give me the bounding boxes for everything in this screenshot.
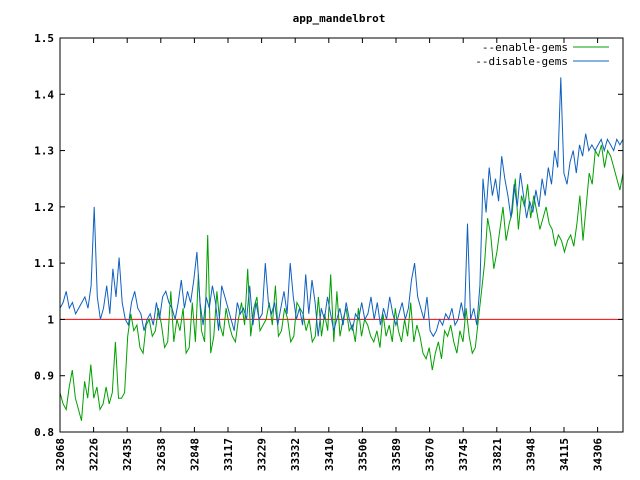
series-line-disable-gems xyxy=(59,77,624,338)
x-tick-label: 32435 xyxy=(121,438,134,471)
legend: --enable-gems --disable-gems xyxy=(475,41,609,68)
x-tick-label: 33229 xyxy=(256,438,269,471)
chart-title: app_mandelbrot xyxy=(293,12,386,25)
legend-label-enable-gems: --enable-gems xyxy=(482,41,568,54)
x-tick-label: 33948 xyxy=(524,438,537,471)
x-tick-label: 33670 xyxy=(424,438,437,471)
x-tick-label: 33745 xyxy=(457,438,470,471)
series-line-enable-gems xyxy=(59,144,624,421)
x-tick-label: 32848 xyxy=(188,438,201,471)
legend-label-disable-gems: --disable-gems xyxy=(475,55,568,68)
x-tick-label: 33410 xyxy=(323,438,336,471)
y-tick-label: 1.5 xyxy=(34,32,54,45)
y-tick-label: 1.3 xyxy=(34,145,54,158)
y-tick-label: 1.1 xyxy=(34,257,54,270)
x-tick-label: 34115 xyxy=(558,438,571,471)
plot-area xyxy=(59,77,624,421)
y-tick-label: 0.8 xyxy=(34,426,54,439)
x-tick-label: 33117 xyxy=(222,438,235,471)
plot-frame xyxy=(59,37,624,433)
x-tick-label: 33506 xyxy=(356,438,369,471)
x-tick-label: 32638 xyxy=(155,438,168,471)
x-tick-label: 32226 xyxy=(88,438,101,471)
x-tick-label: 33821 xyxy=(491,438,504,471)
y-tick-label: 1.2 xyxy=(34,201,54,214)
y-tick-label: 1.4 xyxy=(34,88,54,101)
y-tick-label: 1 xyxy=(47,313,54,326)
y-tick-label: 0.9 xyxy=(34,370,54,383)
axes: 0.8 0.9 1 1.1 1.2 1.3 1.4 1.5 32068 32226 32435 326… xyxy=(34,32,624,471)
x-tick-label: 32068 xyxy=(54,438,67,471)
x-tick-label: 34306 xyxy=(592,438,605,471)
x-tick-label: 33332 xyxy=(289,438,302,471)
x-tick-label: 33589 xyxy=(390,438,403,471)
